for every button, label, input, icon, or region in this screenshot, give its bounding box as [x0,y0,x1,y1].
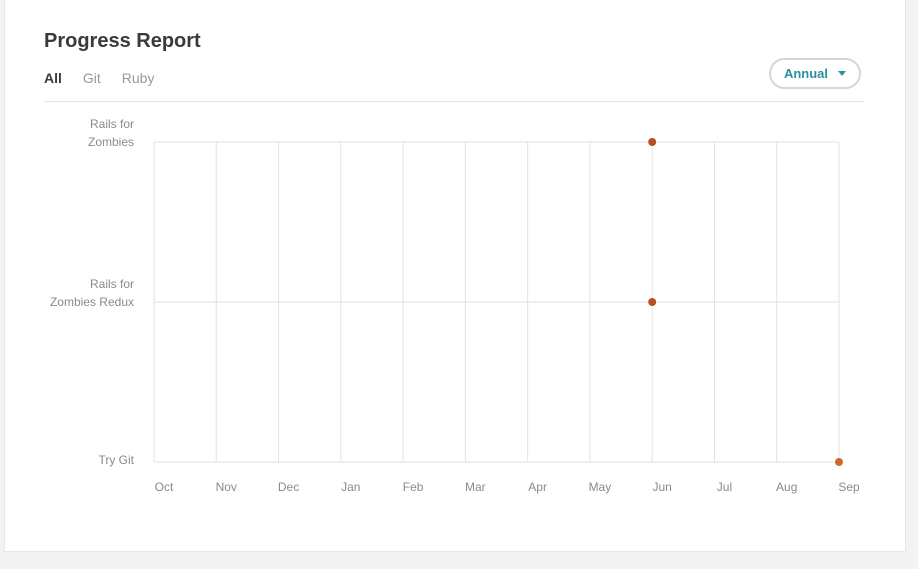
y-tick-label-line: Zombies [88,135,134,149]
x-tick-label: Jun [653,480,672,494]
x-axis-labels: Oct Nov Dec Jan Feb Mar Apr May Jun Jul Aug Sep [155,480,860,494]
y-tick-label: Try Git [98,453,134,467]
caret-down-icon [838,71,847,76]
x-tick-label: Nov [216,480,237,494]
filter-tab-all[interactable]: All [44,70,62,86]
chart-points [648,138,843,466]
x-tick-label: May [589,480,612,494]
period-select-button[interactable]: Annual [769,58,861,89]
y-tick-label-line: Rails for [90,277,134,291]
x-tick-label: Aug [776,480,797,494]
y-axis-labels: Rails for Zombies Rails for Zombies Redux Tr… [50,117,135,467]
y-tick-label-line: Rails for [90,117,134,131]
period-select-label: Annual [783,66,829,81]
x-tick-label: Feb [403,480,424,494]
data-point [835,458,843,466]
page-title: Progress Report [44,30,201,52]
y-tick-label: Rails for Zombies [88,117,134,149]
y-tick-label-line: Zombies Redux [50,295,134,309]
y-tick-label-line: Try Git [98,453,134,467]
x-tick-label: Mar [465,480,486,494]
course-filter-tabs: All Git Ruby [44,69,175,87]
x-tick-label: Dec [278,480,299,494]
x-tick-label: Apr [528,480,547,494]
chart-grid [153,141,840,463]
filter-tab-ruby[interactable]: Ruby [121,70,155,86]
x-tick-label: Sep [838,480,860,494]
x-tick-label: Jan [341,480,360,494]
header-divider [44,101,864,102]
y-tick-label: Rails for Zombies Redux [50,277,134,309]
data-point [648,138,657,146]
x-tick-label: Jul [717,480,732,494]
data-point [648,298,657,306]
x-tick-label: Oct [155,480,174,494]
filter-tab-git[interactable]: Git [82,70,101,86]
